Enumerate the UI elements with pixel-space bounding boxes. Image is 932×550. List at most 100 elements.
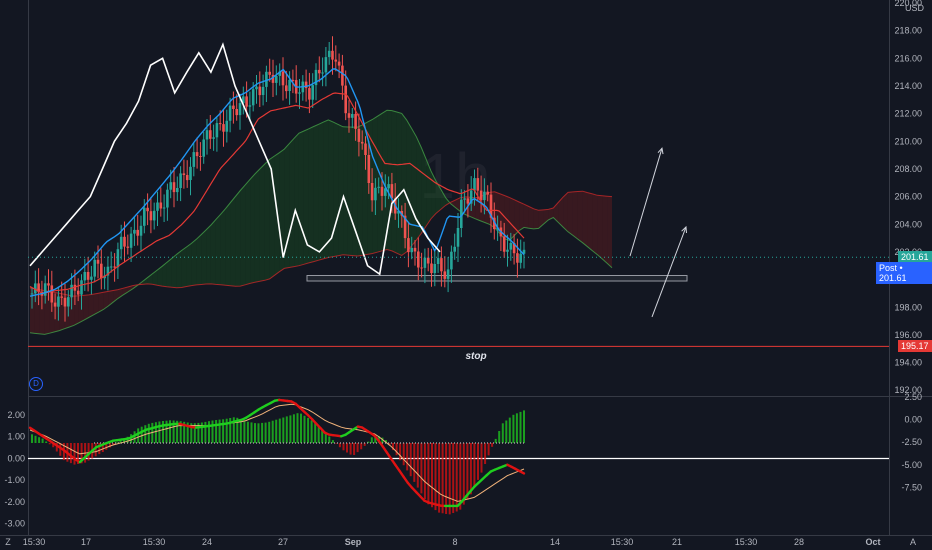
time-tick-label: 15:30	[735, 537, 758, 547]
cloud-segment	[572, 191, 578, 240]
candle-body	[261, 86, 265, 95]
candle-body	[156, 202, 159, 211]
candle-body	[377, 186, 380, 188]
candle-body	[60, 296, 63, 298]
candle-body	[489, 194, 493, 218]
cloud-segment	[592, 193, 598, 255]
candle-body	[176, 188, 179, 193]
candle-body	[93, 259, 96, 277]
candle-body	[275, 76, 278, 83]
price-tick-label: 212.00	[894, 109, 922, 119]
price-tick-label: 194.00	[894, 358, 922, 368]
oscillator-right-tick: -7.50	[901, 482, 922, 492]
candle-body	[90, 276, 93, 280]
cloud-segment	[127, 285, 133, 292]
cloud-segment	[421, 147, 427, 234]
macd-line-segment	[385, 451, 393, 460]
leading-span-a	[29, 109, 613, 335]
candle-body	[209, 130, 212, 139]
price-tick-label: 216.00	[894, 53, 922, 63]
macd-line-segment	[402, 475, 409, 484]
macd-line-segment	[377, 439, 385, 448]
candle-body	[67, 297, 70, 307]
price-tick-label: 210.00	[894, 136, 922, 146]
cloud-segment	[567, 191, 573, 236]
candle-body	[199, 156, 202, 157]
candle-body	[285, 85, 288, 92]
candle-body	[374, 187, 377, 201]
price-tick-label: 204.00	[894, 219, 922, 229]
candle-body	[172, 182, 176, 193]
candle-body	[364, 143, 367, 155]
currency-label: USD	[905, 3, 925, 13]
cloud-segment	[264, 159, 270, 281]
cloud-segment	[548, 207, 554, 220]
candle-body	[357, 128, 361, 142]
projection-arrow-head	[681, 225, 687, 234]
cloud-segment	[176, 250, 182, 288]
price-tick-label: 192.00	[894, 385, 922, 395]
candle-body	[384, 188, 387, 196]
time-tick-label: 27	[278, 537, 288, 547]
time-tick-label: Sep	[345, 537, 362, 547]
cloud-segment	[196, 234, 202, 285]
candle-body	[410, 247, 413, 253]
macd-line-segment	[390, 457, 397, 466]
candle-body	[456, 228, 460, 247]
candle-body	[238, 103, 242, 116]
candle-body	[486, 191, 489, 195]
cloud-segment	[69, 295, 75, 328]
cloud-segment	[440, 189, 446, 210]
candle-body	[519, 253, 522, 263]
candle-body	[390, 184, 394, 199]
candle-body	[182, 173, 186, 175]
candle-body	[387, 184, 390, 189]
candle-body	[70, 284, 73, 298]
cloud-segment	[391, 110, 397, 254]
price-levels	[28, 256, 889, 347]
support-zone	[306, 275, 688, 282]
time-tick-label: Oct	[865, 537, 880, 547]
candle-body	[129, 233, 133, 248]
price-tick-label: 220.00	[894, 0, 922, 8]
cloud-segment	[377, 113, 383, 253]
candle-body	[185, 175, 189, 181]
candle-body	[347, 113, 351, 118]
macd-line-segment	[381, 445, 389, 454]
candle-body	[460, 199, 463, 228]
candle-body	[516, 253, 519, 263]
cloud-segment	[553, 202, 559, 223]
price-tick-label: 214.00	[894, 81, 922, 91]
candle-body	[50, 285, 54, 303]
candle-body	[159, 202, 163, 209]
lagging-span	[29, 42, 441, 276]
candle-body	[123, 236, 126, 247]
candle-body	[189, 166, 192, 180]
candle-body	[440, 258, 443, 272]
candle-body	[407, 238, 410, 253]
cloud-segment	[577, 191, 583, 243]
time-zone-icon[interactable]: Z	[5, 537, 11, 547]
dividend-badge[interactable]: D	[29, 377, 43, 391]
cloud-segment	[538, 209, 544, 229]
candle-body	[235, 109, 238, 116]
candle-body	[76, 290, 80, 295]
candle-body	[413, 247, 417, 252]
support-zone-rect	[306, 275, 688, 282]
candle-body	[139, 225, 143, 236]
candle-body	[232, 105, 235, 109]
cloud-segment	[352, 127, 358, 257]
time-tick-label: 15:30	[143, 537, 166, 547]
price-tick-label: 206.00	[894, 192, 922, 202]
cloud-segment	[328, 119, 334, 258]
candle-body	[47, 283, 50, 286]
candle-body	[327, 50, 331, 58]
cloud-segment	[475, 196, 480, 221]
candle-body	[271, 74, 275, 83]
conversion-line	[29, 68, 525, 297]
cloud-segment	[602, 195, 608, 264]
auto-scale-icon[interactable]: A	[910, 537, 916, 547]
cloud-segment	[587, 192, 593, 251]
cloud-segment	[215, 214, 221, 285]
